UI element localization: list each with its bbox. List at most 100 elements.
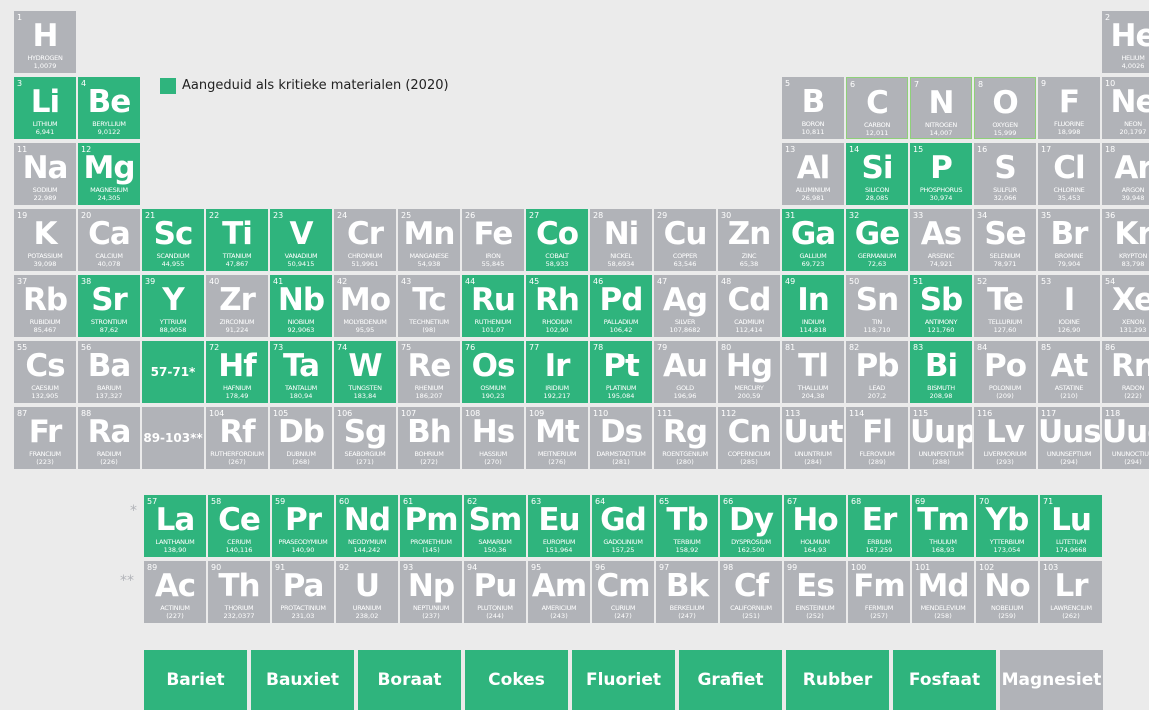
atomic-mass: 79,904 xyxy=(1057,260,1081,268)
atomic-mass: 32,066 xyxy=(993,194,1017,202)
element-symbol: Sm xyxy=(468,502,523,538)
element-name: LAWRENCIUM xyxy=(1050,604,1092,612)
element-name: EUROPIUM xyxy=(542,538,576,546)
element-symbol: Pd xyxy=(599,282,644,318)
element-cell: 69 Tm THULIUM 168,93 xyxy=(912,495,974,557)
atomic-mass: 55,845 xyxy=(481,260,505,268)
atomic-number: 32 xyxy=(849,211,860,220)
element-cell: 20 Ca CALCIUM 40,078 xyxy=(78,209,140,271)
atomic-mass: 39,098 xyxy=(33,260,57,268)
element-symbol: Sg xyxy=(343,414,388,450)
element-cell: 11 Na SODIUM 22,989 xyxy=(14,143,76,205)
element-name: UNUNTRIUM xyxy=(794,450,832,458)
element-name: MERCURY xyxy=(734,384,764,392)
series-label: 89-103** xyxy=(143,431,203,445)
element-symbol: Uup xyxy=(910,414,972,450)
element-symbol: P xyxy=(930,150,953,186)
element-symbol: Nd xyxy=(343,502,391,538)
element-symbol: Cm xyxy=(596,568,650,604)
atomic-number: 94 xyxy=(467,563,478,572)
atomic-mass: 173,054 xyxy=(993,546,1021,554)
element-symbol: H xyxy=(32,18,59,54)
element-symbol: Ta xyxy=(282,348,320,384)
element-cell: 72 Hf HAFNIUM 178,49 xyxy=(206,341,268,403)
element-name: EINSTEINIUM xyxy=(795,604,835,612)
atomic-mass: 69,723 xyxy=(801,260,825,268)
atomic-mass: 180,94 xyxy=(289,392,313,400)
element-symbol: Hs xyxy=(471,414,515,450)
element-cell: 81 Tl THALLIUM 204,38 xyxy=(782,341,844,403)
atomic-mass: 78,971 xyxy=(993,260,1017,268)
element-symbol: Ra xyxy=(87,414,132,450)
element-name: ANTIMONY xyxy=(924,318,958,326)
element-name: GOLD xyxy=(676,384,694,392)
element-symbol: Uus xyxy=(1038,414,1100,450)
element-name: UNUNOCTIUM xyxy=(1111,450,1149,458)
element-name: PROMETHIUM xyxy=(410,538,452,546)
atomic-number: 72 xyxy=(209,343,220,352)
atomic-mass: 58,6934 xyxy=(607,260,635,268)
atomic-mass: 150,36 xyxy=(483,546,507,554)
atomic-mass: 196,96 xyxy=(673,392,697,400)
atomic-number: 22 xyxy=(209,211,220,220)
atomic-mass: (247) xyxy=(614,612,632,620)
element-symbol: Pr xyxy=(284,502,322,538)
element-name: SULFUR xyxy=(993,186,1017,194)
element-cell: 29 Cu COPPER 63,546 xyxy=(654,209,716,271)
element-symbol: Hg xyxy=(725,348,773,384)
element-cell: 55 Cs CAESIUM 132,905 xyxy=(14,341,76,403)
element-symbol: Te xyxy=(986,282,1024,318)
element-name: FLUORINE xyxy=(1054,120,1084,128)
element-cell: 63 Eu EUROPIUM 151,964 xyxy=(528,495,590,557)
atomic-mass: 204,38 xyxy=(801,392,825,400)
atomic-mass: 22,989 xyxy=(33,194,57,202)
element-symbol: Cu xyxy=(663,216,708,252)
atomic-number: 58 xyxy=(211,497,222,506)
atomic-number: 4 xyxy=(81,79,87,88)
atomic-number: 20 xyxy=(81,211,92,220)
element-cell: 74 W TUNGSTEN 183,84 xyxy=(334,341,396,403)
atomic-mass: 231,03 xyxy=(291,612,315,620)
element-name: RUBIDIUM xyxy=(29,318,61,326)
atomic-mass: 186,207 xyxy=(415,392,443,400)
atomic-mass: 178,49 xyxy=(225,392,249,400)
atomic-number: 50 xyxy=(849,277,860,286)
element-cell: 68 Er ERBIUM 167,259 xyxy=(848,495,910,557)
element-name: ARSENIC xyxy=(927,252,955,260)
element-name: HELIUM xyxy=(1121,54,1145,62)
element-symbol: Ti xyxy=(222,216,253,252)
element-cell: 107 Bh BOHRIUM (272) xyxy=(398,407,460,469)
element-cell: 3 Li LITHIUM 6,941 xyxy=(14,77,76,139)
element-cell: 8 O OXYGEN 15,999 xyxy=(974,77,1036,139)
element-cell: 82 Pb LEAD 207,2 xyxy=(846,341,908,403)
atomic-number: 75 xyxy=(401,343,412,352)
atomic-number: 30 xyxy=(721,211,732,220)
element-name: GADOLINIUM xyxy=(603,538,643,546)
material-tile: Bariet xyxy=(144,650,247,710)
series-label: 57-71* xyxy=(150,365,196,379)
element-cell: 78 Pt PLATINUM 195,084 xyxy=(590,341,652,403)
element-symbol: Lv xyxy=(986,414,1025,450)
atomic-mass: 137,327 xyxy=(95,392,123,400)
atomic-mass: (271) xyxy=(356,458,374,466)
element-symbol: W xyxy=(348,348,382,384)
material-tile: Fluoriet xyxy=(572,650,675,710)
element-symbol: Os xyxy=(471,348,516,384)
element-cell: 24 Cr CHROMIUM 51,9961 xyxy=(334,209,396,271)
atomic-mass: (247) xyxy=(678,612,696,620)
atomic-number: 114 xyxy=(849,409,865,418)
element-cell: 46 Pd PALLADIUM 106,42 xyxy=(590,275,652,337)
atomic-number: 103 xyxy=(1043,563,1059,572)
element-symbol: Fr xyxy=(28,414,62,450)
element-cell: 95 Am AMERICIUM (243) xyxy=(528,561,590,623)
atomic-number: 90 xyxy=(211,563,222,572)
element-name: NITROGEN xyxy=(925,121,957,129)
atomic-mass: 238,02 xyxy=(355,612,379,620)
element-name: PHOSPHORUS xyxy=(919,186,963,194)
element-name: TANTALUM xyxy=(285,384,317,392)
element-cell: 102 No NOBELIUM (259) xyxy=(976,561,1038,623)
atomic-mass: 121,760 xyxy=(927,326,955,334)
atomic-mass: 95,95 xyxy=(355,326,375,334)
element-name: TUNGSTEN xyxy=(348,384,382,392)
